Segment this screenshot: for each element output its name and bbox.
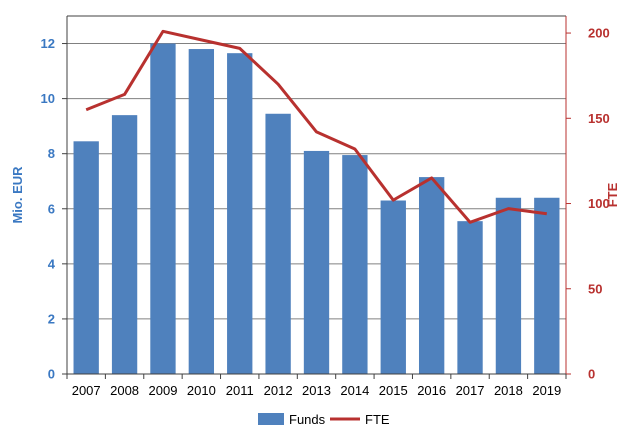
y-tick-label-right: 100 — [588, 196, 610, 211]
fte-line-group — [85, 29, 548, 224]
y-tick-label-left: 6 — [48, 201, 55, 216]
y-axis-title-right: FTE — [605, 182, 620, 207]
x-tick-label: 2008 — [110, 383, 139, 398]
y-tick-label-left: 8 — [48, 146, 55, 161]
y-tick-label-right: 0 — [588, 367, 595, 382]
bar-funds-2012 — [265, 113, 291, 374]
x-tick-label: 2012 — [264, 383, 293, 398]
y-tick-label-left: 2 — [48, 311, 55, 326]
x-tick-label: 2018 — [494, 383, 523, 398]
x-tick-label: 2017 — [456, 383, 485, 398]
x-tick-label: 2007 — [72, 383, 101, 398]
x-tick-label: 2014 — [340, 383, 369, 398]
funds-bars — [73, 43, 560, 375]
bar-funds-2015 — [380, 200, 406, 374]
bar-funds-2007 — [73, 141, 99, 374]
y-tick-label-left: 12 — [41, 36, 55, 51]
y-tick-label-left: 0 — [48, 367, 55, 382]
bar-funds-2011 — [227, 53, 253, 375]
y-tick-label-right: 50 — [588, 281, 602, 296]
legend-label-fte: FTE — [365, 412, 390, 427]
y-tick-label-left: 10 — [41, 91, 55, 106]
y-tick-label-right: 150 — [588, 111, 610, 126]
x-tick-label: 2013 — [302, 383, 331, 398]
bar-funds-2013 — [303, 150, 330, 374]
x-tick-label: 2015 — [379, 383, 408, 398]
bar-funds-2014 — [342, 155, 368, 374]
y-axis-title-left: Mio. EUR — [10, 166, 25, 224]
bar-funds-2010 — [188, 49, 215, 375]
tick-labels: 0 2 4 6 8 10 12 0 50 100 150 200 2007 2008 2009 2010 201… — [41, 26, 610, 398]
x-tick-label: 2019 — [532, 383, 561, 398]
x-tick-label: 2016 — [417, 383, 446, 398]
axes — [62, 16, 571, 379]
y-tick-label-right: 200 — [588, 26, 610, 41]
x-tick-label: 2009 — [149, 383, 178, 398]
bar-funds-2009 — [150, 43, 176, 375]
bar-funds-2016 — [418, 177, 445, 374]
bar-funds-2019 — [534, 197, 560, 374]
legend-swatch-funds — [258, 413, 284, 425]
legend-label-funds: Funds — [289, 412, 326, 427]
bar-funds-2008 — [111, 115, 138, 374]
x-tick-label: 2010 — [187, 383, 216, 398]
bar-funds-2017 — [457, 221, 483, 374]
y-tick-label-left: 4 — [48, 256, 56, 271]
x-tick-label: 2011 — [226, 383, 254, 398]
legend: Funds FTE — [258, 412, 390, 427]
bar-funds-2018 — [495, 197, 522, 374]
